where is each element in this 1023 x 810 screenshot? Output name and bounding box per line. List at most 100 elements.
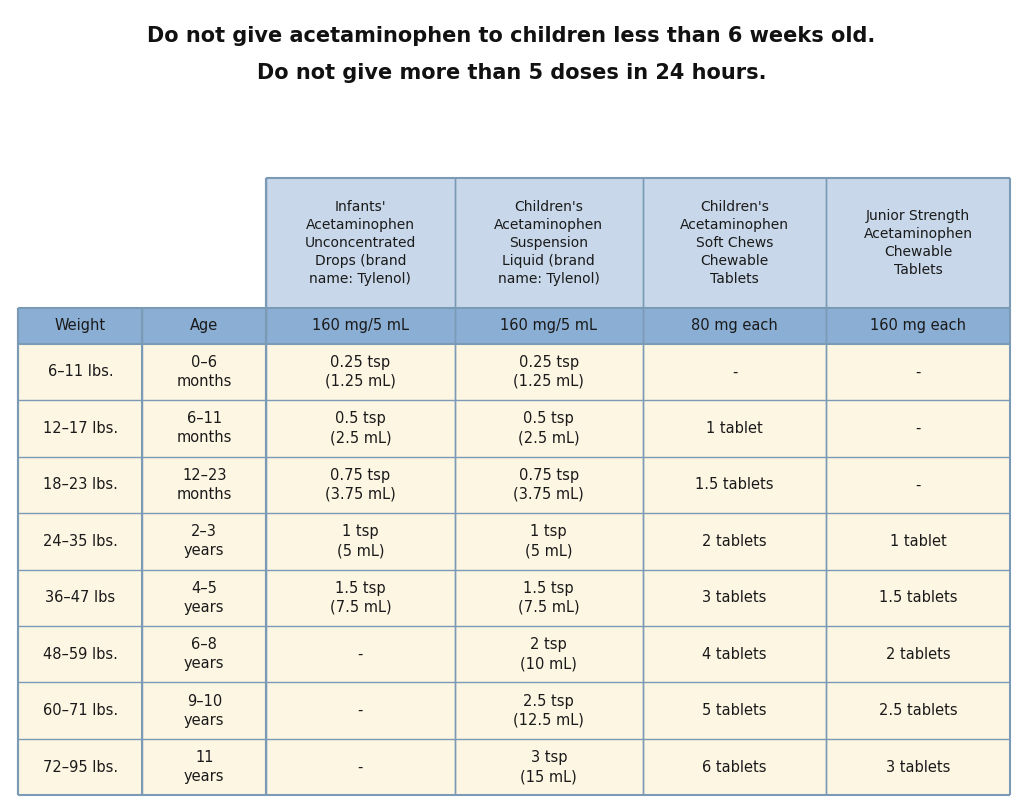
Bar [454,626,642,683]
Text: 11
years: 11 years [184,750,224,784]
Text: 0.75 tsp
(3.75 mL): 0.75 tsp (3.75 mL) [514,467,584,502]
Text: Do not give acetaminophen to children less than 6 weeks old.: Do not give acetaminophen to children le… [147,27,876,46]
Bar [454,343,642,400]
Text: 0–6
months: 0–6 months [177,355,232,389]
Bar [642,457,827,513]
Text: 0.25 tsp
(1.25 mL): 0.25 tsp (1.25 mL) [325,355,396,389]
Text: -: - [358,646,363,662]
Text: 3 tablets: 3 tablets [703,590,767,605]
Bar [266,178,454,308]
Text: 1.5 tsp
(7.5 mL): 1.5 tsp (7.5 mL) [518,581,580,615]
Text: 3 tsp
(15 mL): 3 tsp (15 mL) [521,750,577,784]
Bar [642,569,827,626]
Bar [454,457,642,513]
Text: 2 tsp
(10 mL): 2 tsp (10 mL) [521,637,577,671]
Bar [142,513,266,569]
Text: 2–3
years: 2–3 years [184,524,224,558]
Bar [454,400,642,457]
Bar [827,457,1010,513]
Text: 2 tablets: 2 tablets [703,534,767,549]
Text: -: - [731,364,738,379]
Bar [642,308,827,343]
Text: 160 mg/5 mL: 160 mg/5 mL [312,318,409,333]
Text: -: - [358,760,363,774]
Bar [18,513,142,569]
Bar [827,308,1010,343]
Bar [827,569,1010,626]
Text: 72–95 lbs.: 72–95 lbs. [43,760,118,774]
Bar [142,308,266,343]
Text: 6–8
years: 6–8 years [184,637,224,671]
Bar [142,683,266,739]
Text: 9–10
years: 9–10 years [184,693,224,728]
Bar [18,626,142,683]
Bar [18,400,142,457]
Bar [827,343,1010,400]
Bar [142,457,266,513]
Text: 48–59 lbs.: 48–59 lbs. [43,646,118,662]
Text: 2 tablets: 2 tablets [886,646,950,662]
Bar [454,569,642,626]
Text: 160 mg each: 160 mg each [870,318,966,333]
Text: 3 tablets: 3 tablets [886,760,950,774]
Text: 18–23 lbs.: 18–23 lbs. [43,477,118,492]
Bar [266,513,454,569]
Text: 12–17 lbs.: 12–17 lbs. [43,421,118,436]
Bar [18,739,142,795]
Text: Junior Strength
Acetaminophen
Chewable
Tablets: Junior Strength Acetaminophen Chewable T… [863,209,973,277]
Bar [18,683,142,739]
Text: 36–47 lbs: 36–47 lbs [45,590,116,605]
Text: 1.5 tablets: 1.5 tablets [879,590,958,605]
Text: Weight: Weight [55,318,106,333]
Bar [642,513,827,569]
Text: 0.25 tsp
(1.25 mL): 0.25 tsp (1.25 mL) [514,355,584,389]
Text: 6–11
months: 6–11 months [177,411,232,446]
Text: 1 tablet: 1 tablet [890,534,946,549]
Bar [18,343,142,400]
Bar [266,569,454,626]
Bar [454,178,642,308]
Bar [142,739,266,795]
Text: 5 tablets: 5 tablets [703,703,767,718]
Text: -: - [916,421,921,436]
Text: 160 mg/5 mL: 160 mg/5 mL [500,318,597,333]
Bar [266,739,454,795]
Text: 6–11 lbs.: 6–11 lbs. [47,364,114,379]
Bar [18,569,142,626]
Text: 4–5
years: 4–5 years [184,581,224,615]
Bar [142,178,266,308]
Bar [142,400,266,457]
Text: Age: Age [190,318,218,333]
Bar [454,308,642,343]
Bar [266,683,454,739]
Text: 0.5 tsp
(2.5 mL): 0.5 tsp (2.5 mL) [518,411,580,446]
Text: 1 tsp
(5 mL): 1 tsp (5 mL) [337,524,385,558]
Bar [642,178,827,308]
Bar [18,457,142,513]
Bar [142,569,266,626]
Bar [827,400,1010,457]
Bar [142,343,266,400]
Text: 2.5 tsp
(12.5 mL): 2.5 tsp (12.5 mL) [514,693,584,728]
Text: 24–35 lbs.: 24–35 lbs. [43,534,118,549]
Bar [18,178,142,308]
Text: Infants'
Acetaminophen
Unconcentrated
Drops (brand
name: Tylenol): Infants' Acetaminophen Unconcentrated Dr… [305,200,416,286]
Text: 1 tablet: 1 tablet [706,421,763,436]
Bar [266,343,454,400]
Text: -: - [358,703,363,718]
Bar [827,513,1010,569]
Bar [642,343,827,400]
Text: Children's
Acetaminophen
Suspension
Liquid (brand
name: Tylenol): Children's Acetaminophen Suspension Liqu… [494,200,604,286]
Bar [827,683,1010,739]
Bar [642,400,827,457]
Text: Children's
Acetaminophen
Soft Chews
Chewable
Tablets: Children's Acetaminophen Soft Chews Chew… [680,200,789,286]
Text: 60–71 lbs.: 60–71 lbs. [43,703,118,718]
Bar [18,308,142,343]
Text: 6 tablets: 6 tablets [703,760,767,774]
Bar [827,178,1010,308]
Bar [827,626,1010,683]
Bar [454,739,642,795]
Bar [642,626,827,683]
Text: 12–23
months: 12–23 months [177,467,232,502]
Bar [454,513,642,569]
